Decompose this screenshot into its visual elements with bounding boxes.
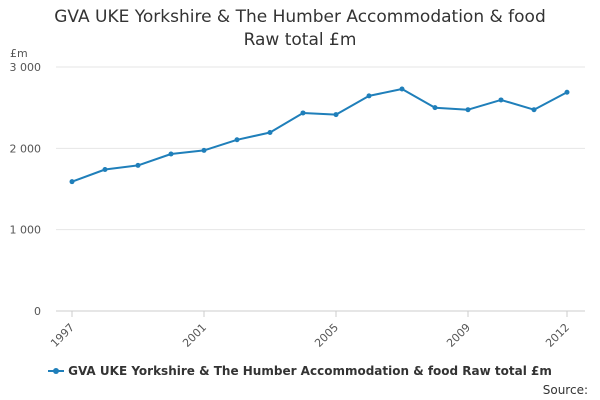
- data-point[interactable]: [201, 147, 207, 153]
- data-point[interactable]: [300, 110, 306, 116]
- chart-title-line-1: GVA UKE Yorkshire & The Humber Accommoda…: [54, 7, 546, 27]
- gridlines: [56, 66, 585, 312]
- data-point[interactable]: [399, 86, 405, 92]
- legend[interactable]: GVA UKE Yorkshire & The Humber Accommoda…: [0, 364, 600, 378]
- chart-subtitle: Raw total £m: [243, 30, 357, 50]
- data-point[interactable]: [267, 129, 273, 135]
- data-point[interactable]: [69, 179, 75, 185]
- data-point[interactable]: [366, 93, 372, 99]
- y-tick-label: 0: [34, 305, 41, 318]
- series-line-0[interactable]: [71, 88, 568, 183]
- y-tick-label: 1 000: [10, 224, 42, 237]
- data-point[interactable]: [531, 107, 537, 113]
- data-point[interactable]: [465, 107, 471, 113]
- legend-swatch-icon: [48, 367, 65, 374]
- data-point[interactable]: [234, 137, 240, 143]
- data-point[interactable]: [333, 112, 339, 118]
- y-tick-label: 3 000: [10, 61, 42, 74]
- y-tick-label: 2 000: [10, 142, 42, 155]
- data-point[interactable]: [135, 162, 141, 168]
- data-point[interactable]: [498, 97, 504, 103]
- x-tick-label: 2009: [444, 321, 473, 350]
- y-axis-ticks: 0 1 000 2 000 3 000: [10, 61, 42, 318]
- data-point[interactable]: [432, 105, 438, 111]
- x-axis-ticks: 1997 2001 2005 2009 2012: [48, 311, 572, 350]
- legend-label: GVA UKE Yorkshire & The Humber Accommoda…: [68, 364, 552, 378]
- y-axis-label: £m: [10, 47, 28, 60]
- source-note: Source:: [542, 383, 588, 397]
- x-tick-label: 2005: [312, 321, 341, 350]
- chart-title: GVA UKE Yorkshire & The Humber Accommoda…: [0, 6, 600, 52]
- data-point[interactable]: [102, 166, 108, 172]
- series-group: [69, 86, 570, 185]
- data-point[interactable]: [564, 89, 570, 95]
- x-tick-label: 2001: [180, 321, 209, 350]
- data-point[interactable]: [168, 151, 174, 157]
- x-tick-label: 2012: [543, 321, 572, 350]
- x-tick-label: 1997: [48, 321, 77, 350]
